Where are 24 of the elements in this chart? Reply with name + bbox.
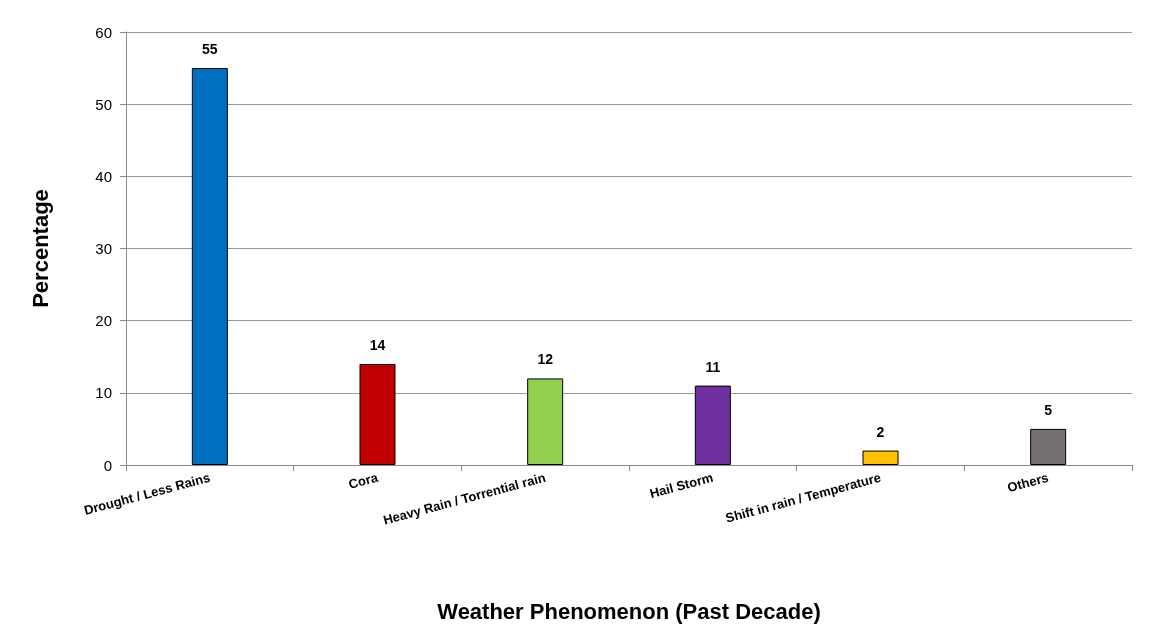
data-label: 5: [1044, 401, 1053, 418]
data-label: 12: [537, 351, 554, 368]
y-tick-label: 40: [95, 167, 112, 185]
y-tick-label: 0: [103, 456, 112, 474]
y-tick-label: 20: [95, 312, 112, 330]
data-label: 55: [202, 41, 218, 58]
bar: [862, 450, 899, 465]
data-label: 14: [369, 336, 386, 353]
data-label: 11: [705, 358, 721, 375]
bar: [191, 68, 228, 465]
y-tick-label: 60: [95, 23, 112, 41]
x-tick-label: Others: [1005, 469, 1051, 496]
x-axis-title: Weather Phenomenon (Past Decade): [437, 598, 821, 624]
bar: [1030, 428, 1067, 465]
x-tick-label: Cora: [346, 469, 381, 492]
bar: [527, 378, 564, 465]
y-tick-label: 50: [95, 95, 112, 113]
y-axis-title: Percentage: [27, 189, 53, 308]
bar: [694, 385, 731, 465]
y-tick-label: 10: [95, 384, 112, 402]
bar: [359, 363, 396, 465]
data-label: 2: [876, 423, 885, 440]
y-tick-label: 30: [95, 240, 112, 257]
x-tick-label: Hail Storm: [648, 469, 715, 502]
